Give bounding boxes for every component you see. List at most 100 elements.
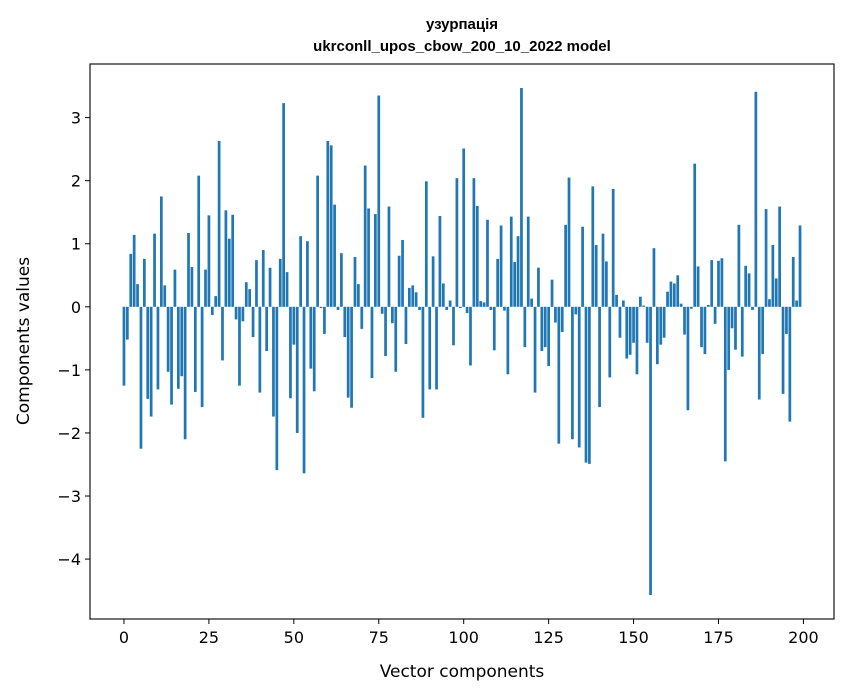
bar-74 bbox=[374, 214, 377, 307]
bar-51 bbox=[295, 306, 299, 433]
bar-52 bbox=[299, 236, 302, 307]
bar-112 bbox=[503, 306, 506, 311]
bar-116 bbox=[516, 236, 520, 307]
bar-76 bbox=[380, 306, 384, 314]
bar-155 bbox=[649, 306, 652, 596]
bar-16 bbox=[176, 306, 180, 389]
bar-44 bbox=[272, 306, 275, 417]
x-tick-label: 175 bbox=[703, 628, 734, 647]
bar-33 bbox=[234, 306, 238, 320]
y-tick-label: 1 bbox=[71, 235, 81, 254]
bar-131 bbox=[567, 177, 571, 307]
bar-12 bbox=[163, 285, 167, 307]
bar-58 bbox=[319, 306, 323, 309]
bar-30 bbox=[224, 210, 228, 307]
bar-64 bbox=[340, 253, 343, 307]
bar-23 bbox=[200, 306, 204, 408]
bar-88 bbox=[421, 306, 425, 418]
bar-25 bbox=[207, 215, 211, 307]
bar-145 bbox=[615, 294, 618, 307]
bar-120 bbox=[530, 298, 533, 307]
bar-118 bbox=[523, 306, 527, 348]
bar-175 bbox=[717, 260, 720, 307]
bar-183 bbox=[744, 265, 748, 307]
bar-39 bbox=[255, 260, 258, 307]
bar-123 bbox=[540, 306, 544, 351]
bar-173 bbox=[710, 260, 714, 307]
bar-100 bbox=[462, 148, 466, 307]
bar-129 bbox=[560, 306, 564, 333]
bar-186 bbox=[754, 91, 758, 307]
chart-title-line1: узурпація bbox=[426, 16, 498, 33]
bar-3 bbox=[132, 234, 136, 307]
bar-137 bbox=[588, 306, 591, 464]
bar-179 bbox=[730, 306, 734, 329]
bar-198 bbox=[795, 300, 798, 307]
bar-7 bbox=[146, 306, 150, 399]
bar-141 bbox=[601, 233, 605, 307]
bar-6 bbox=[143, 258, 146, 307]
bar-63 bbox=[336, 306, 340, 310]
bar-174 bbox=[713, 306, 717, 324]
bar-98 bbox=[455, 178, 459, 307]
bar-170 bbox=[700, 306, 703, 348]
bar-8 bbox=[149, 306, 153, 417]
bar-177 bbox=[723, 306, 727, 462]
bar-117 bbox=[520, 87, 523, 307]
bar-56 bbox=[312, 306, 316, 392]
bar-187 bbox=[757, 306, 761, 400]
bar-87 bbox=[418, 306, 421, 310]
bar-80 bbox=[394, 306, 398, 372]
bar-40 bbox=[258, 306, 262, 393]
bar-191 bbox=[771, 245, 775, 307]
bar-82 bbox=[401, 239, 404, 307]
bar-42 bbox=[265, 306, 269, 351]
bar-53 bbox=[302, 306, 306, 474]
x-tick-label: 75 bbox=[369, 628, 389, 647]
y-axis-label: Components values bbox=[14, 257, 34, 425]
x-tick-label: 150 bbox=[618, 628, 649, 647]
bar-132 bbox=[571, 306, 574, 440]
x-tick-label: 100 bbox=[448, 628, 479, 647]
bar-147 bbox=[622, 300, 625, 307]
bar-86 bbox=[414, 292, 418, 307]
bar-142 bbox=[605, 261, 608, 307]
bar-36 bbox=[244, 282, 248, 307]
bar-171 bbox=[703, 306, 707, 355]
bar-31 bbox=[227, 238, 231, 307]
bar-78 bbox=[387, 206, 391, 307]
bar-84 bbox=[407, 287, 411, 307]
bar-178 bbox=[727, 306, 731, 370]
bar-181 bbox=[737, 224, 741, 307]
bar-1 bbox=[126, 306, 129, 340]
bar-97 bbox=[452, 306, 455, 346]
bar-161 bbox=[669, 281, 673, 307]
bar-158 bbox=[659, 306, 663, 345]
bar-28 bbox=[217, 140, 221, 307]
bar-124 bbox=[543, 306, 547, 348]
bar-113 bbox=[506, 306, 510, 375]
bar-153 bbox=[642, 305, 646, 307]
bar-5 bbox=[139, 306, 143, 449]
bar-68 bbox=[353, 256, 357, 307]
bar-2 bbox=[129, 253, 133, 307]
bar-182 bbox=[740, 306, 744, 357]
bar-22 bbox=[197, 175, 201, 307]
bar-43 bbox=[268, 267, 272, 307]
bar-167 bbox=[689, 306, 693, 309]
bar-125 bbox=[547, 306, 550, 367]
bar-192 bbox=[774, 278, 778, 307]
bar-193 bbox=[778, 206, 781, 307]
bar-106 bbox=[482, 302, 486, 307]
bar-49 bbox=[289, 306, 292, 399]
x-tick-label: 25 bbox=[199, 628, 219, 647]
y-tick-label: 3 bbox=[71, 109, 81, 128]
bar-150 bbox=[632, 306, 635, 343]
bar-195 bbox=[785, 306, 788, 334]
bar-109 bbox=[492, 306, 496, 351]
bar-45 bbox=[275, 306, 279, 471]
bar-77 bbox=[384, 306, 387, 356]
bar-9 bbox=[153, 233, 156, 307]
bar-102 bbox=[469, 306, 472, 366]
